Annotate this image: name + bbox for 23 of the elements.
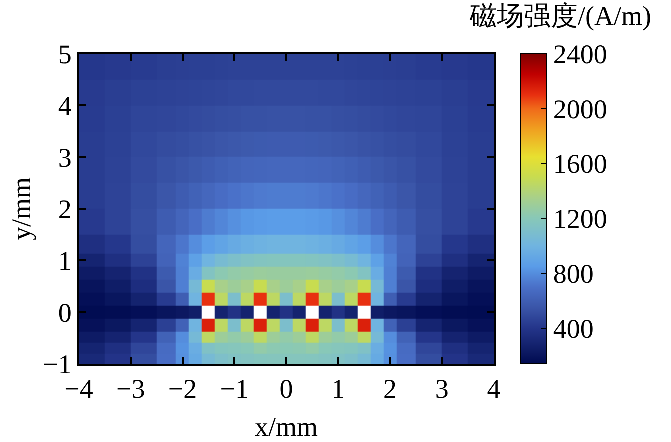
color-bar-label: 400 — [553, 314, 594, 344]
y-tick-label: 4 — [58, 91, 72, 122]
x-axis-title: x/mm — [254, 412, 318, 442]
x-tick-label: 1 — [332, 374, 346, 404]
y-tick-label: 2 — [58, 194, 72, 224]
color-bar-label: 800 — [553, 258, 594, 289]
color-bar-label: 1200 — [553, 204, 608, 234]
color-bar-label: 1600 — [553, 149, 608, 180]
y-axis-title: y/mm — [6, 177, 37, 241]
x-tick-label: −2 — [168, 374, 198, 404]
x-tick-label: −3 — [116, 374, 146, 404]
x-tick-label: 2 — [384, 374, 397, 404]
x-tick-label: 0 — [280, 374, 294, 404]
x-tick-label: 3 — [435, 374, 449, 404]
x-tick-label: 4 — [487, 374, 502, 404]
y-tick-label: 1 — [58, 246, 72, 276]
color-bar-title: 磁场强度/(A/m) — [469, 1, 652, 31]
color-bar-label: 2400 — [553, 39, 608, 70]
y-tick-label: 0 — [58, 298, 72, 328]
color-bar-label: 2000 — [553, 94, 608, 124]
x-tick-label: −1 — [220, 374, 249, 404]
y-tick-label: 3 — [58, 142, 72, 173]
y-tick-label: 5 — [58, 39, 72, 70]
